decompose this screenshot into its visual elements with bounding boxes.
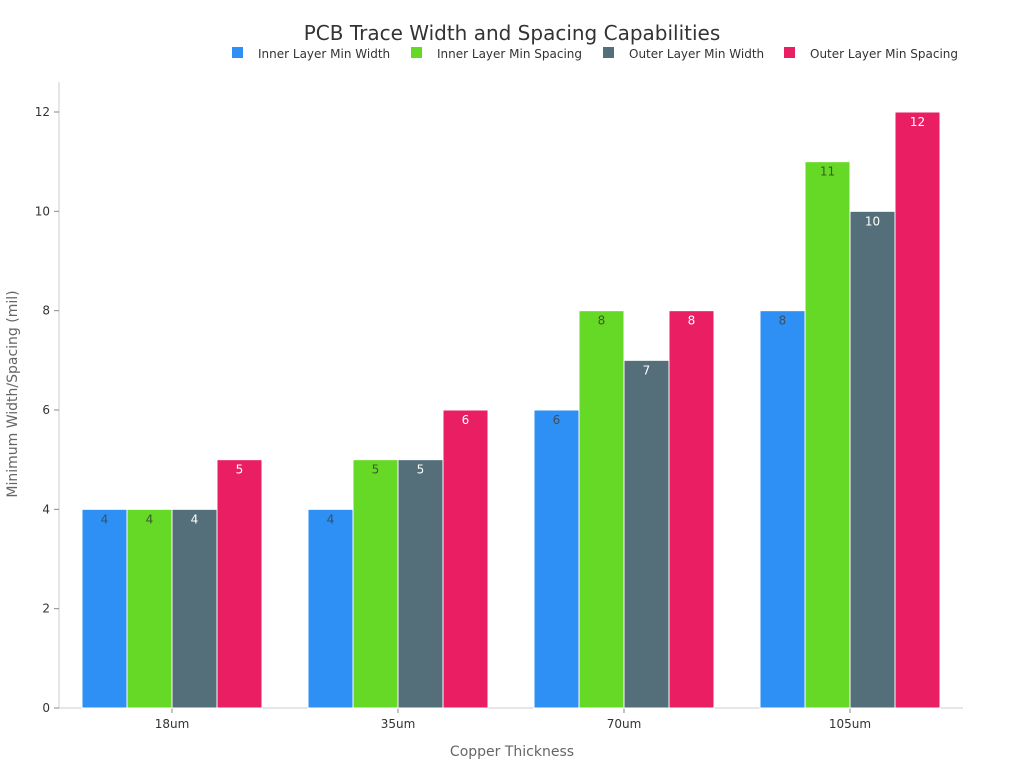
- legend: Inner Layer Min Width Inner Layer Min Spa…: [232, 47, 958, 61]
- x-tick-label: 35um: [381, 717, 416, 731]
- bar: [804, 161, 851, 709]
- y-tick-label: 12: [35, 105, 50, 119]
- bar-data-label: 5: [236, 463, 244, 477]
- x-axis-label: Copper Thickness: [450, 744, 574, 760]
- legend-label: Inner Layer Min Width: [258, 47, 390, 61]
- bar-data-label: 4: [101, 512, 109, 526]
- legend-swatch: [603, 47, 614, 58]
- bar: [578, 310, 625, 709]
- y-tick-label: 4: [42, 502, 50, 516]
- bar-data-label: 7: [643, 363, 651, 377]
- bar: [81, 508, 128, 709]
- legend-label: Outer Layer Min Width: [629, 47, 764, 61]
- y-tick-label: 0: [42, 701, 50, 715]
- legend-swatch: [232, 47, 243, 58]
- bar: [894, 111, 941, 709]
- bar: [668, 310, 715, 709]
- bar: [759, 310, 806, 709]
- x-tick-label: 18um: [155, 717, 190, 731]
- legend-swatch: [784, 47, 795, 58]
- y-tick-label: 2: [42, 602, 50, 616]
- bar-data-label: 6: [462, 413, 470, 427]
- bar: [533, 409, 580, 709]
- bar: [216, 459, 263, 709]
- y-axis-label: Minimum Width/Spacing (mil): [5, 290, 21, 497]
- bar: [849, 210, 896, 709]
- legend-label: Inner Layer Min Spacing: [437, 47, 582, 61]
- bar-data-label: 6: [553, 413, 561, 427]
- bar-data-label: 10: [865, 214, 880, 228]
- x-tick-label: 70um: [607, 717, 642, 731]
- y-tick-label: 8: [42, 304, 50, 318]
- bar-data-label: 8: [598, 314, 606, 328]
- bar: [397, 459, 444, 709]
- bar-data-label: 4: [191, 512, 199, 526]
- bars: 4 4 4 5 4 5 5 6 6 8 7 8 8 11 10 12: [81, 111, 941, 709]
- bar: [623, 359, 670, 709]
- legend-swatch: [411, 47, 422, 58]
- y-tick-label: 6: [42, 403, 50, 417]
- bar-data-label: 11: [820, 165, 835, 179]
- bar-data-label: 4: [327, 512, 335, 526]
- bar-data-label: 5: [417, 463, 425, 477]
- bar-data-label: 8: [779, 314, 787, 328]
- legend-label: Outer Layer Min Spacing: [810, 47, 958, 61]
- x-tick-label: 105um: [829, 717, 871, 731]
- bar: [171, 508, 218, 709]
- bar: [442, 409, 489, 709]
- bar-data-label: 8: [688, 314, 696, 328]
- bar-data-label: 4: [146, 512, 154, 526]
- bar: [307, 508, 354, 709]
- bar: [352, 459, 399, 709]
- bar-data-label: 5: [372, 463, 380, 477]
- bar-data-label: 12: [910, 115, 925, 129]
- chart-title: PCB Trace Width and Spacing Capabilities: [304, 21, 721, 45]
- bar: [126, 508, 173, 709]
- y-tick-label: 10: [35, 204, 50, 218]
